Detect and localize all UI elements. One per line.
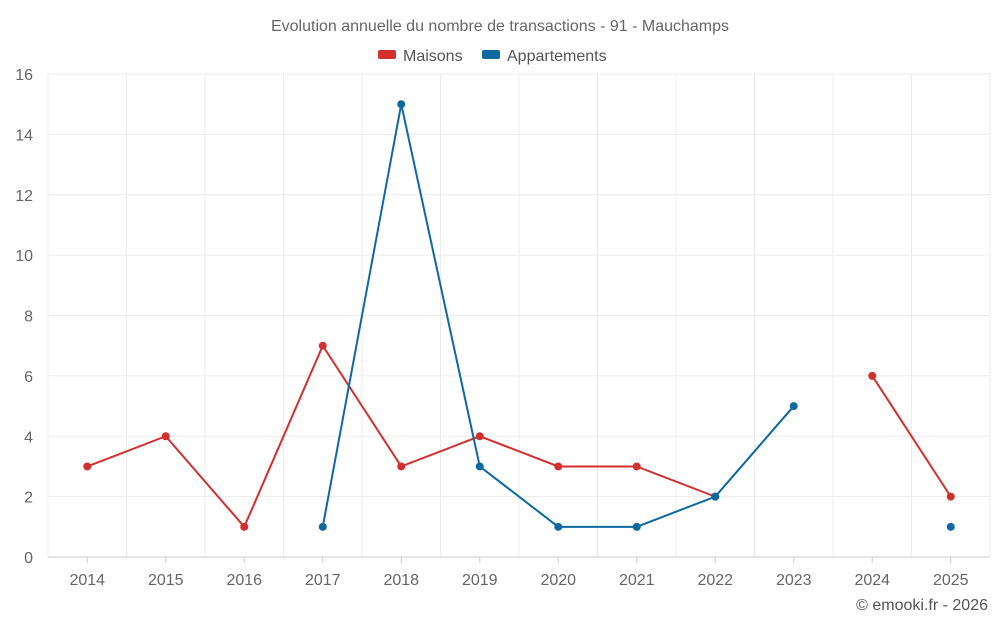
x-tick-label: 2018 [383,572,419,589]
x-tick-label: 2017 [305,572,341,589]
legend-label-maisons: Maisons [403,48,463,65]
x-tick-label: 2025 [933,572,969,589]
legend: Maisons Appartements [378,48,607,65]
data-point[interactable] [946,492,955,501]
y-tick-label: 14 [15,127,33,144]
x-tick-label: 2014 [69,572,105,589]
y-tick-label: 16 [15,67,33,84]
data-point[interactable] [83,462,92,471]
axes: 0 2 4 6 8 10 12 14 16 2014 2015 2016 2017 2018 2019 202… [15,67,990,589]
x-tick-label: 2020 [540,572,576,589]
data-point[interactable] [318,522,327,531]
x-tick-label: 2021 [619,572,655,589]
data-point[interactable] [240,522,249,531]
series-line-segment [871,375,952,498]
x-tick-label: 2016 [226,572,262,589]
data-point[interactable] [868,371,877,380]
data-point[interactable] [318,341,327,350]
x-tick-label: 2015 [148,572,184,589]
data-point[interactable] [711,492,720,501]
data-point[interactable] [161,432,170,441]
legend-swatch-appartements [482,50,500,59]
data-point[interactable] [397,100,406,109]
data-point[interactable] [632,462,641,471]
data-point[interactable] [632,522,641,531]
data-point[interactable] [554,462,563,471]
series-appartements [318,100,955,531]
data-point[interactable] [397,462,406,471]
legend-swatch-maisons [378,50,396,59]
x-tick-label: 2022 [697,572,733,589]
series [83,100,955,531]
x-tick-label: 2024 [854,572,890,589]
legend-label-appartements: Appartements [507,48,607,65]
data-point[interactable] [946,522,955,531]
data-point[interactable] [789,402,798,411]
data-point[interactable] [475,462,484,471]
y-tick-label: 12 [15,188,33,205]
chart-title: Evolution annuelle du nombre de transact… [271,18,729,35]
legend-item-appartements[interactable]: Appartements [482,48,607,65]
y-tick-label: 0 [24,550,33,567]
y-tick-label: 10 [15,248,33,265]
x-tick-label: 2023 [776,572,812,589]
y-tick-label: 2 [24,490,33,507]
y-tick-label: 8 [24,309,33,326]
y-tick-label: 4 [24,429,33,446]
legend-item-maisons[interactable]: Maisons [378,48,463,65]
data-point[interactable] [554,522,563,531]
data-point[interactable] [475,432,484,441]
credit-text: © emooki.fr - 2026 [856,597,988,614]
x-tick-label: 2019 [462,572,498,589]
grid [47,73,991,557]
y-tick-label: 6 [24,369,33,386]
